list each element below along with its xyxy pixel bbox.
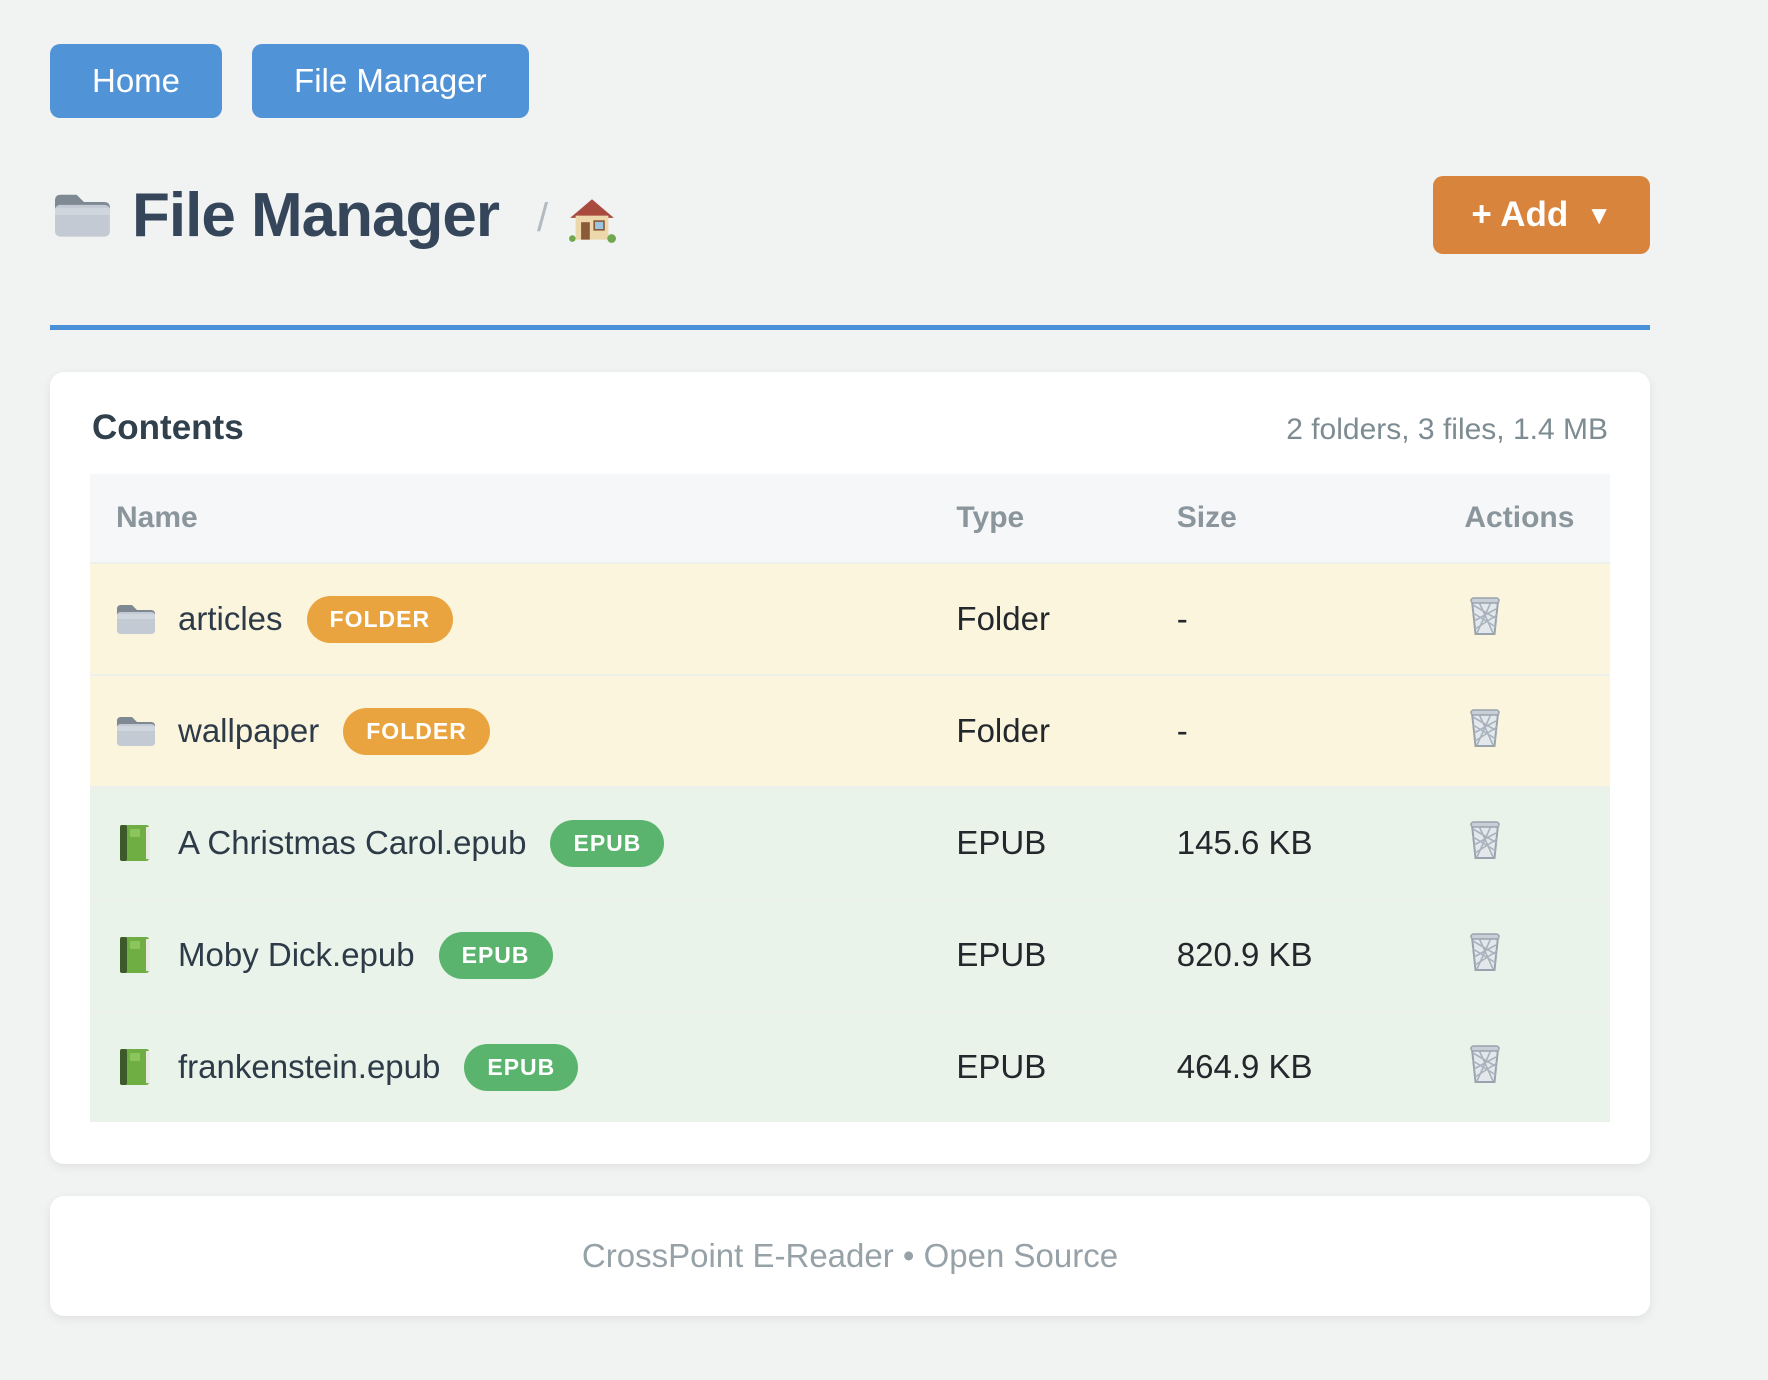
wastebasket-icon [1466, 929, 1504, 976]
folder-icon [114, 599, 156, 639]
file-manager-button[interactable]: File Manager [252, 44, 529, 118]
contents-title: Contents [92, 408, 244, 447]
column-header-type: Type [956, 474, 1177, 563]
wastebasket-icon [1466, 817, 1504, 864]
table-header-row: Name Type Size Actions [90, 474, 1610, 563]
column-header-actions: Actions [1450, 474, 1610, 563]
table-row[interactable]: Moby Dick.epub EPUB EPUB 820.9 KB [90, 899, 1610, 1011]
contents-header: Contents 2 folders, 3 files, 1.4 MB [90, 408, 1610, 448]
add-button[interactable]: + Add ▼ [1433, 176, 1650, 254]
contents-summary: 2 folders, 3 files, 1.4 MB [1286, 413, 1608, 446]
page-title: File Manager [132, 180, 500, 250]
file-size: 464.9 KB [1176, 1048, 1313, 1085]
table-row[interactable]: wallpaper FOLDER Folder - [90, 675, 1610, 787]
table-row[interactable]: A Christmas Carol.epub EPUB EPUB 145.6 K… [90, 787, 1610, 899]
folder-icon [114, 711, 156, 751]
table-row[interactable]: frankenstein.epub EPUB EPUB 464.9 KB [90, 1011, 1610, 1122]
file-size: 820.9 KB [1176, 936, 1313, 973]
wastebasket-icon [1466, 705, 1504, 752]
type-badge: EPUB [438, 931, 553, 979]
file-name[interactable]: A Christmas Carol.epub [178, 824, 527, 861]
wastebasket-icon [1466, 593, 1504, 640]
column-header-name: Name [90, 474, 957, 563]
table-row[interactable]: articles FOLDER Folder - [90, 563, 1610, 675]
file-type: EPUB [956, 824, 1047, 861]
file-name[interactable]: wallpaper [178, 712, 320, 749]
top-nav: Home File Manager [50, 44, 529, 118]
file-name[interactable]: articles [178, 600, 283, 637]
file-name[interactable]: frankenstein.epub [178, 1048, 441, 1085]
file-size: - [1176, 712, 1188, 749]
file-type: EPUB [956, 1048, 1047, 1085]
contents-card: Contents 2 folders, 3 files, 1.4 MB Name… [50, 372, 1650, 1164]
type-badge: EPUB [550, 819, 665, 867]
home-button[interactable]: Home [50, 44, 223, 118]
delete-button[interactable] [1466, 705, 1504, 752]
title-divider [50, 325, 1650, 330]
file-type: Folder [956, 712, 1050, 749]
file-type: Folder [956, 600, 1050, 637]
file-size: - [1176, 600, 1188, 637]
type-badge: FOLDER [343, 707, 490, 755]
file-name[interactable]: Moby Dick.epub [178, 936, 415, 973]
delete-button[interactable] [1466, 929, 1504, 976]
breadcrumb-separator: / [537, 195, 549, 240]
page-header: File Manager / + Add ▼ [50, 176, 1650, 254]
type-badge: FOLDER [306, 595, 454, 643]
file-type: EPUB [956, 936, 1047, 973]
delete-button[interactable] [1466, 1041, 1504, 1088]
footer-text: CrossPoint E-Reader • Open Source [581, 1237, 1119, 1274]
delete-button[interactable] [1466, 593, 1504, 640]
type-badge: EPUB [464, 1043, 579, 1091]
add-button-label: + Add [1471, 195, 1569, 234]
folder-icon [50, 189, 112, 241]
wastebasket-icon [1466, 1041, 1504, 1088]
green-book-icon [114, 935, 156, 975]
footer-card: CrossPoint E-Reader • Open Source [50, 1196, 1650, 1316]
chevron-down-icon: ▼ [1586, 200, 1612, 230]
column-header-size: Size [1176, 474, 1451, 563]
files-table: Name Type Size Actions articles FOLDER F… [90, 474, 1610, 1122]
green-book-icon [114, 1047, 156, 1087]
house-icon[interactable] [568, 196, 617, 244]
file-size: 145.6 KB [1176, 824, 1313, 861]
green-book-icon [114, 823, 156, 863]
delete-button[interactable] [1466, 817, 1504, 864]
